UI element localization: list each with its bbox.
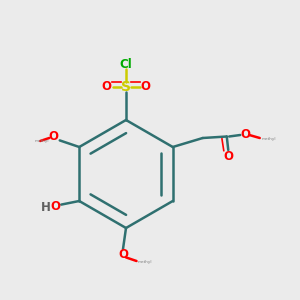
- Text: O: O: [223, 149, 233, 163]
- Text: O: O: [48, 130, 59, 143]
- Text: methyl: methyl: [35, 139, 49, 143]
- Text: O: O: [241, 128, 251, 142]
- Text: O: O: [118, 248, 128, 261]
- Text: methyl: methyl: [138, 260, 152, 263]
- Text: H: H: [40, 201, 50, 214]
- Text: O: O: [101, 80, 112, 94]
- Text: O: O: [50, 200, 60, 214]
- Text: O: O: [140, 80, 151, 94]
- Text: Cl: Cl: [120, 58, 132, 71]
- Text: S: S: [121, 80, 131, 94]
- Text: methyl: methyl: [261, 137, 276, 141]
